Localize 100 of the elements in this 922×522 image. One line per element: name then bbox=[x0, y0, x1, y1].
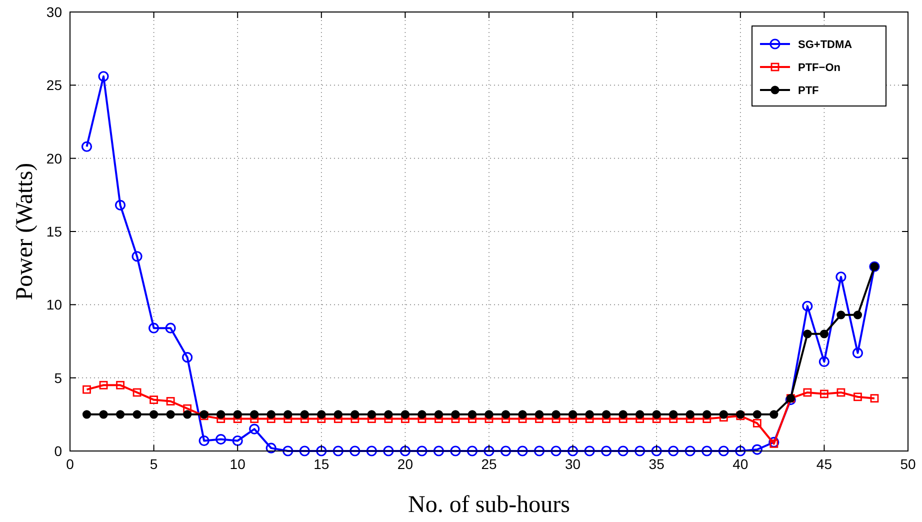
point bbox=[500, 446, 512, 456]
point bbox=[165, 322, 176, 334]
point bbox=[702, 410, 712, 419]
point bbox=[618, 446, 628, 456]
x-tick-label: 10 bbox=[230, 456, 246, 472]
point bbox=[132, 410, 142, 419]
point bbox=[818, 356, 830, 368]
y-tick-label: 10 bbox=[46, 296, 62, 313]
point bbox=[870, 394, 879, 403]
legend-label: SG+TDMA bbox=[798, 39, 852, 51]
point bbox=[652, 410, 661, 419]
y-tick-label: 15 bbox=[46, 224, 62, 240]
x-tick-label: 25 bbox=[481, 456, 497, 472]
point bbox=[718, 446, 729, 456]
point bbox=[81, 141, 92, 152]
point bbox=[585, 410, 594, 419]
point bbox=[299, 446, 310, 456]
point bbox=[182, 352, 193, 363]
point bbox=[266, 442, 276, 454]
point bbox=[282, 446, 294, 456]
x-tick-label: 0 bbox=[66, 456, 74, 472]
x-tick-label: 50 bbox=[900, 456, 916, 472]
point bbox=[686, 410, 694, 419]
point bbox=[350, 446, 360, 456]
point bbox=[618, 410, 628, 419]
point bbox=[534, 410, 544, 419]
point bbox=[216, 434, 226, 445]
x-tick-label: 20 bbox=[397, 456, 414, 472]
point bbox=[284, 410, 292, 419]
point bbox=[216, 410, 226, 419]
point bbox=[803, 330, 812, 338]
point bbox=[82, 410, 92, 419]
x-tick-label: 35 bbox=[648, 456, 665, 472]
point bbox=[752, 418, 762, 428]
point bbox=[384, 410, 393, 419]
point bbox=[836, 310, 846, 320]
point bbox=[602, 410, 611, 419]
point bbox=[367, 410, 376, 419]
point bbox=[451, 410, 460, 419]
point bbox=[98, 71, 109, 82]
point bbox=[550, 446, 562, 456]
point bbox=[418, 410, 426, 419]
point bbox=[702, 446, 712, 456]
point bbox=[735, 446, 746, 456]
x-tick-label: 5 bbox=[150, 456, 158, 472]
point bbox=[669, 410, 678, 419]
point bbox=[334, 410, 342, 419]
point bbox=[820, 330, 828, 338]
point bbox=[316, 446, 327, 456]
point bbox=[651, 446, 662, 456]
y-tick-label: 0 bbox=[54, 443, 62, 459]
point bbox=[752, 410, 762, 419]
point bbox=[433, 446, 444, 456]
point bbox=[770, 439, 778, 448]
point bbox=[517, 446, 528, 456]
point bbox=[198, 435, 210, 446]
point bbox=[332, 446, 344, 456]
point bbox=[150, 410, 158, 419]
point bbox=[668, 446, 679, 456]
point bbox=[770, 410, 778, 419]
y-tick-label: 5 bbox=[54, 370, 62, 386]
point bbox=[250, 410, 259, 419]
point bbox=[802, 300, 813, 312]
point bbox=[518, 410, 527, 419]
point bbox=[150, 396, 158, 404]
point bbox=[854, 392, 862, 402]
point bbox=[852, 348, 864, 358]
point bbox=[300, 410, 309, 419]
point bbox=[484, 410, 494, 419]
point bbox=[99, 410, 108, 419]
point bbox=[468, 410, 477, 419]
point bbox=[383, 446, 394, 456]
point bbox=[266, 410, 276, 419]
point bbox=[249, 424, 260, 434]
point bbox=[132, 251, 142, 262]
x-tick-label: 40 bbox=[732, 456, 748, 472]
point bbox=[416, 446, 428, 456]
x-tick-label: 45 bbox=[816, 456, 832, 472]
x-axis-title: No. of sub-hours bbox=[408, 492, 570, 518]
point bbox=[552, 410, 560, 419]
point bbox=[450, 446, 461, 456]
point bbox=[484, 446, 494, 456]
point bbox=[836, 272, 846, 282]
legend-label: PTF−On bbox=[798, 62, 841, 74]
point bbox=[820, 390, 828, 398]
point bbox=[534, 446, 545, 456]
point bbox=[116, 410, 125, 419]
point bbox=[584, 446, 595, 456]
point bbox=[853, 310, 862, 320]
point bbox=[166, 397, 175, 406]
x-tick-label: 15 bbox=[314, 456, 330, 472]
point bbox=[116, 380, 124, 390]
y-tick-label: 20 bbox=[46, 150, 62, 166]
point bbox=[400, 410, 410, 419]
point bbox=[501, 410, 510, 419]
point bbox=[350, 410, 360, 419]
point bbox=[803, 388, 812, 397]
point bbox=[183, 404, 192, 413]
point bbox=[836, 388, 846, 397]
y-tick-label: 30 bbox=[46, 4, 62, 20]
